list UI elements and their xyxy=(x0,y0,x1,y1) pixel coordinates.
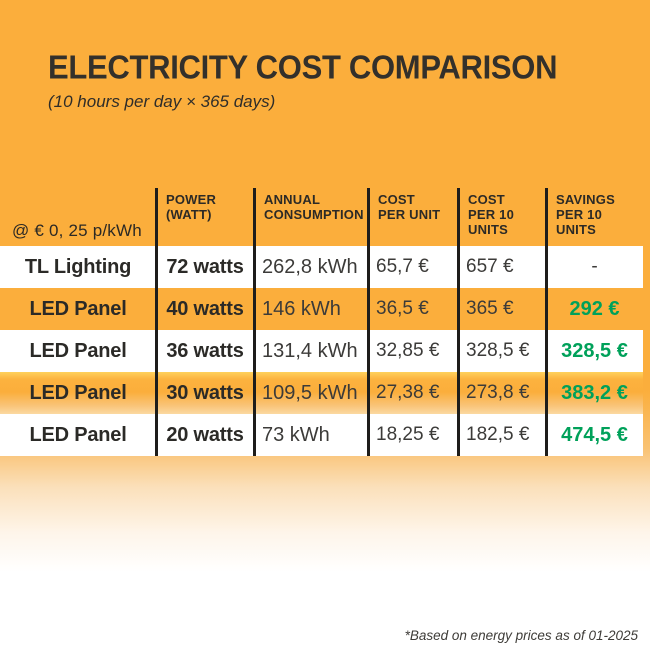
product-cell: TL Lighting xyxy=(24,255,132,278)
column-header-cost-per-10-units: COST PER 10 UNITS xyxy=(468,192,515,237)
column-divider xyxy=(367,188,370,456)
product-cell: LED Panel xyxy=(29,297,127,320)
column-header-cost-per-unit: COST PER UNIT xyxy=(378,192,441,222)
power-cell: 36 watts xyxy=(166,339,244,362)
cost-per-10-units-cell: 657 € xyxy=(466,256,514,277)
rate-label: @ € 0, 25 p/kWh xyxy=(12,221,142,240)
annual-consumption-cell: 73 kWh xyxy=(262,423,330,446)
table-row: LED Panel 20 watts 73 kWh 18,25 € 182,5 … xyxy=(0,414,643,456)
savings-cell: - xyxy=(591,256,598,277)
power-cell: 72 watts xyxy=(166,255,244,278)
cost-per-10-units-cell: 365 € xyxy=(466,298,514,319)
savings-cell: 292 € xyxy=(569,297,620,320)
savings-cell: 383,2 € xyxy=(561,381,628,404)
table-row: LED Panel 36 watts 131,4 kWh 32,85 € 328… xyxy=(0,330,643,372)
annual-consumption-cell: 146 kWh xyxy=(262,297,341,320)
savings-cell: 328,5 € xyxy=(561,339,628,362)
footnote: *Based on energy prices as of 01-2025 xyxy=(404,628,638,643)
page-title: ELECTRICITY COST COMPARISON xyxy=(48,48,558,87)
table-row: LED Panel 40 watts 146 kWh 36,5 € 365 € … xyxy=(0,288,643,330)
power-cell: 40 watts xyxy=(166,297,244,320)
product-cell: LED Panel xyxy=(29,381,127,404)
column-divider xyxy=(155,188,158,456)
power-cell: 20 watts xyxy=(166,423,244,446)
power-cell: 30 watts xyxy=(166,381,244,404)
cost-per-unit-cell: 36,5 € xyxy=(376,298,429,319)
cost-per-unit-cell: 65,7 € xyxy=(376,256,429,277)
column-header-savings-per-10-units: SAVINGS PER 10 UNITS xyxy=(556,192,615,237)
cost-per-10-units-cell: 182,5 € xyxy=(466,424,530,445)
product-cell: LED Panel xyxy=(29,423,127,446)
page-subtitle: (10 hours per day × 365 days) xyxy=(48,92,276,111)
cost-per-10-units-cell: 328,5 € xyxy=(466,340,530,361)
comparison-table: @ € 0, 25 p/kWh POWER (WATT) ANNUAL CONS… xyxy=(0,185,643,456)
column-divider xyxy=(545,188,548,456)
cost-per-unit-cell: 32,85 € xyxy=(376,340,440,361)
table-row: TL Lighting 72 watts 262,8 kWh 65,7 € 65… xyxy=(0,246,643,288)
annual-consumption-cell: 262,8 kWh xyxy=(262,255,358,278)
savings-cell: 474,5 € xyxy=(561,423,628,446)
annual-consumption-cell: 109,5 kWh xyxy=(262,381,358,404)
cost-per-unit-cell: 27,38 € xyxy=(376,382,440,403)
table-header: @ € 0, 25 p/kWh POWER (WATT) ANNUAL CONS… xyxy=(0,185,643,246)
cost-per-10-units-cell: 273,8 € xyxy=(466,382,530,403)
column-header-power: POWER (WATT) xyxy=(166,192,217,222)
product-cell: LED Panel xyxy=(29,339,127,362)
column-header-annual-consumption: ANNUAL CONSUMPTION xyxy=(264,192,364,222)
column-divider xyxy=(253,188,256,456)
annual-consumption-cell: 131,4 kWh xyxy=(262,339,358,362)
table-row: LED Panel 30 watts 109,5 kWh 27,38 € 273… xyxy=(0,372,643,414)
cost-per-unit-cell: 18,25 € xyxy=(376,424,440,445)
column-divider xyxy=(457,188,460,456)
